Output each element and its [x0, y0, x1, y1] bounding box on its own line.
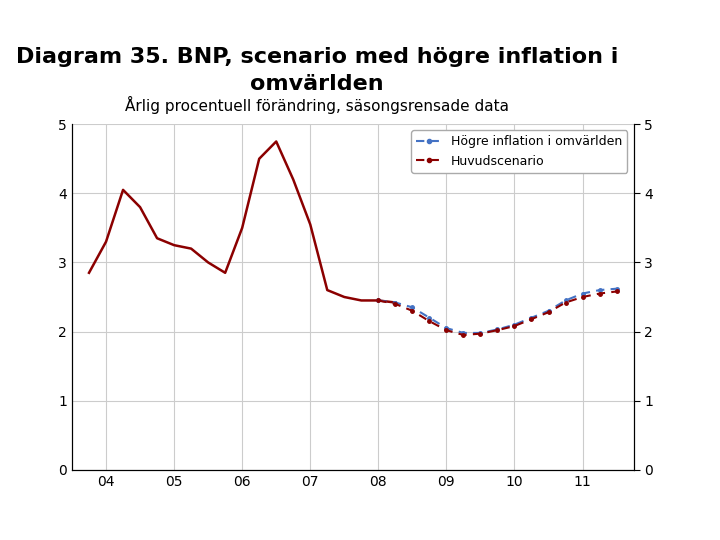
Text: Årlig procentuell förändring, säsongsrensade data: Årlig procentuell förändring, säsongsren… [125, 96, 509, 114]
Text: Källor: SCB och Riksbanken: Källor: SCB och Riksbanken [491, 517, 706, 531]
Legend: Högre inflation i omvärlden, Huvudscenario: Högre inflation i omvärlden, Huvudscenar… [411, 131, 627, 173]
Text: Anm. Streckad linje avser Riksbankens prognos.: Anm. Streckad linje avser Riksbankens pr… [14, 517, 299, 530]
Text: SVERIGES
RIKSBANK: SVERIGES RIKSBANK [635, 44, 683, 64]
Text: omvärlden: omvärlden [250, 73, 384, 94]
Text: Diagram 35. BNP, scenario med högre inflation i: Diagram 35. BNP, scenario med högre infl… [16, 46, 618, 67]
